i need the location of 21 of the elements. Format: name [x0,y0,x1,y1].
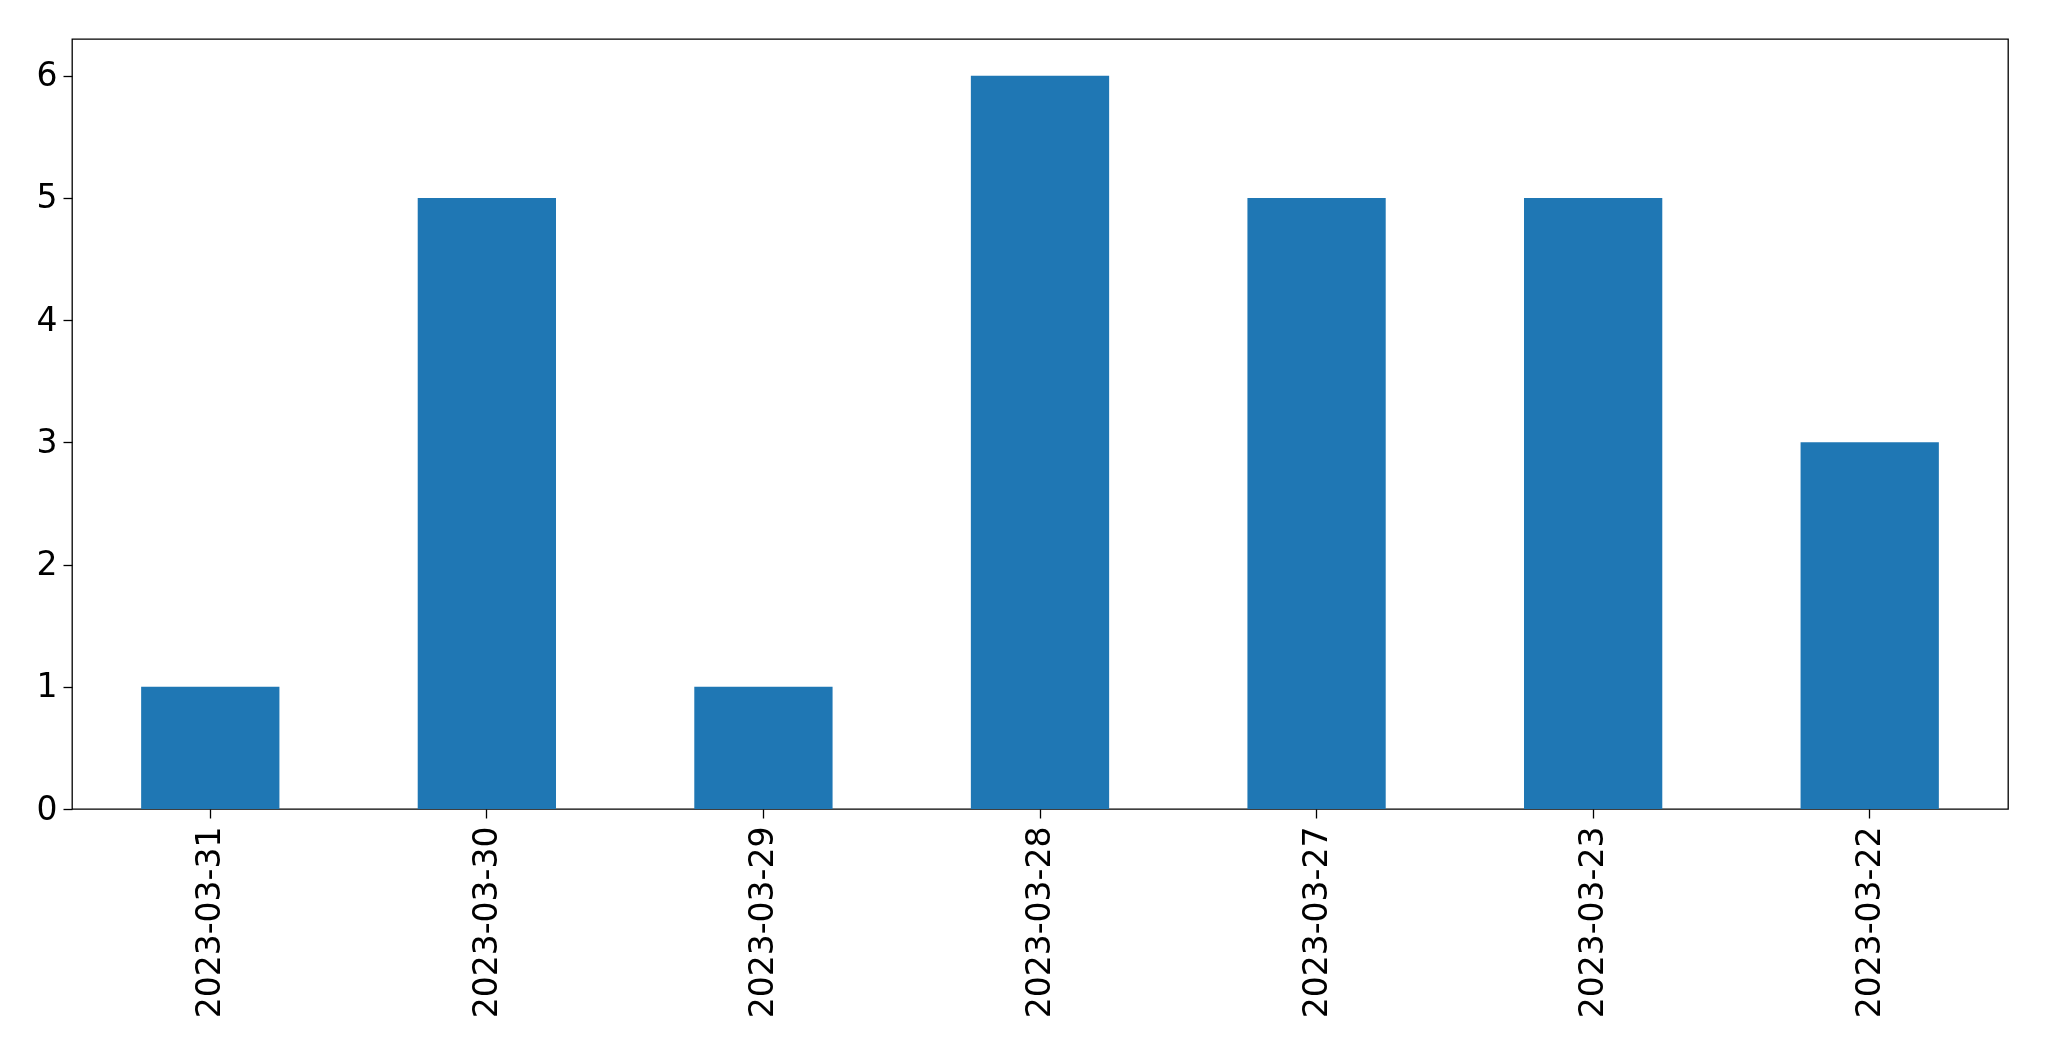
bar [141,686,280,809]
bar [694,686,833,809]
y-tick-label: 1 [36,666,58,706]
x-tick-label: 2023-03-29 [742,826,782,1019]
bar [1247,197,1386,809]
y-tick-label: 5 [36,177,58,217]
bar [1524,197,1663,809]
bar [417,197,556,809]
y-tick-label: 2 [36,544,58,584]
y-tick-label: 0 [36,788,58,828]
x-tick-label: 2023-03-28 [1019,826,1058,1019]
y-tick-label: 6 [36,55,58,95]
y-tick-label: 4 [36,299,58,339]
x-tick-label: 2023-03-31 [189,826,229,1019]
x-tick-label: 2023-03-22 [1848,826,1888,1019]
x-tick-label: 2023-03-27 [1295,826,1335,1019]
bar [1800,442,1939,809]
x-tick-label: 2023-03-30 [465,826,505,1019]
bar [970,75,1110,809]
y-tick-label: 3 [36,421,58,461]
x-tick-label: 2023-03-23 [1572,826,1612,1019]
